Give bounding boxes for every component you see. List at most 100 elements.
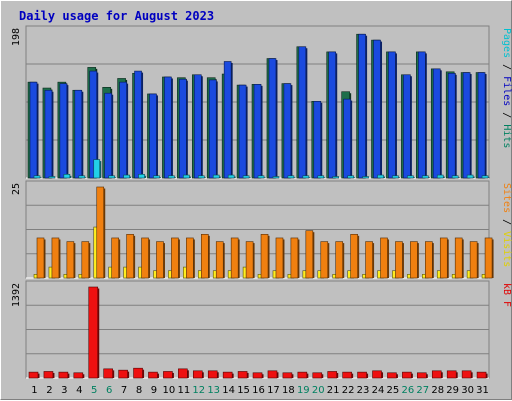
bar-kbytes [417,373,426,378]
bar-pages [124,175,130,178]
bar-sites [485,238,492,278]
bar-pages [303,176,309,178]
bar-kbytes [253,373,262,378]
legend-entry: Hits [501,124,512,148]
bar-files [374,40,381,178]
legend-middle: Sites / Visits [501,183,512,267]
day-label: 14 [222,385,235,396]
bar-sites [112,238,119,278]
legend-entry: Pages [501,28,512,58]
bar-kbytes [208,371,217,378]
bar-sites [321,242,328,278]
bar-pages [213,175,219,178]
day-label: 5 [91,385,97,396]
bar-kbytes [447,371,456,378]
bar-files [194,75,201,178]
bar-pages [168,176,174,178]
bar-sites [395,242,402,278]
bar-kbytes [328,371,337,378]
day-label: 3 [61,385,67,396]
bar-kbytes [178,369,187,378]
legend-top: Pages / Files / Hits [501,28,512,148]
day-label: 20 [312,385,325,396]
bar-kbytes [119,370,128,378]
bar-files [224,61,231,178]
bar-files [344,99,351,178]
bar-files [433,69,440,178]
bar-files [448,73,455,178]
legend-entry: Visits [501,231,512,267]
bar-kbytes [313,373,322,378]
bar-files [239,85,246,178]
bar-files [30,82,37,178]
bar-kbytes [358,372,367,378]
bar-sites [351,234,358,278]
day-label: 16 [252,385,265,396]
bar-pages [198,176,204,178]
bar-files [120,82,127,178]
bar-pages [94,160,100,178]
bar-kbytes [462,371,471,378]
day-label: 13 [207,385,220,396]
day-label: 8 [136,385,142,396]
legend-bottom: kB F [501,283,512,307]
day-label: 24 [372,385,385,396]
bar-sites [156,242,163,278]
bar-files [359,34,366,178]
bar-kbytes [343,372,352,378]
bar-sites [127,234,134,278]
bar-files [403,75,410,178]
day-label: 30 [461,385,474,396]
bar-pages [363,177,369,178]
bar-kbytes [477,372,486,378]
bar-sites [291,238,298,278]
bar-files [478,73,485,178]
bar-pages [183,175,189,178]
bar-sites [67,242,74,278]
bar-files [105,93,112,178]
bar-files [269,59,276,178]
bar-sites [231,238,238,278]
bar-files [299,47,306,178]
day-label: 15 [237,385,250,396]
bar-pages [34,176,40,178]
bar-kbytes [44,371,53,378]
bar-files [388,52,395,178]
bar-kbytes [163,371,172,378]
bar-pages [333,177,339,178]
day-label: 28 [431,385,444,396]
bar-files [284,84,291,178]
bar-kbytes [89,287,98,378]
legend-entry: kB F [501,283,512,307]
bar-kbytes [402,372,411,378]
bar-pages [378,175,384,178]
bar-kbytes [104,369,113,378]
bar-files [418,52,425,178]
bar-sites [246,242,253,278]
legend-entry: Files [501,76,512,106]
bar-files [329,52,336,178]
bar-sites [366,242,373,278]
day-label: 2 [46,385,52,396]
bar-kbytes [238,371,247,378]
day-label: 21 [327,385,340,396]
bar-pages [273,177,279,178]
bar-pages [79,176,85,178]
legend-entry: / [501,58,512,76]
bar-files [209,80,216,178]
bar-pages [258,176,264,178]
bar-files [463,73,470,178]
bar-pages [49,177,55,178]
ymax-label-bottom: 1392 [11,283,22,307]
day-label: 22 [342,385,355,396]
day-label: 31 [476,385,489,396]
bar-files [75,90,82,178]
day-label: 6 [106,385,112,396]
bar-pages [452,176,458,178]
bar-sites [186,238,193,278]
bar-sites [97,187,104,278]
bar-files [164,77,171,178]
bar-kbytes [268,371,277,378]
